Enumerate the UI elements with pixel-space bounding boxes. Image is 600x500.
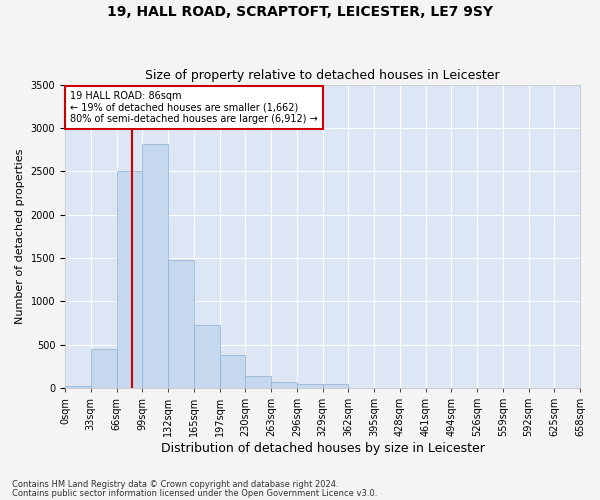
Text: 19, HALL ROAD, SCRAPTOFT, LEICESTER, LE7 9SY: 19, HALL ROAD, SCRAPTOFT, LEICESTER, LE7…	[107, 5, 493, 19]
Bar	[245, 376, 271, 388]
Bar	[142, 144, 168, 388]
X-axis label: Distribution of detached houses by size in Leicester: Distribution of detached houses by size …	[161, 442, 484, 455]
Bar	[323, 384, 348, 388]
Text: 19 HALL ROAD: 86sqm
← 19% of detached houses are smaller (1,662)
80% of semi-det: 19 HALL ROAD: 86sqm ← 19% of detached ho…	[70, 90, 318, 124]
Y-axis label: Number of detached properties: Number of detached properties	[15, 148, 25, 324]
Bar	[194, 324, 220, 388]
Bar	[116, 172, 142, 388]
Bar	[271, 382, 297, 388]
Text: Contains HM Land Registry data © Crown copyright and database right 2024.: Contains HM Land Registry data © Crown c…	[12, 480, 338, 489]
Bar	[65, 386, 91, 388]
Bar	[91, 349, 116, 388]
Text: Contains public sector information licensed under the Open Government Licence v3: Contains public sector information licen…	[12, 488, 377, 498]
Bar	[168, 260, 194, 388]
Title: Size of property relative to detached houses in Leicester: Size of property relative to detached ho…	[145, 69, 500, 82]
Bar	[297, 384, 323, 388]
Bar	[220, 355, 245, 388]
